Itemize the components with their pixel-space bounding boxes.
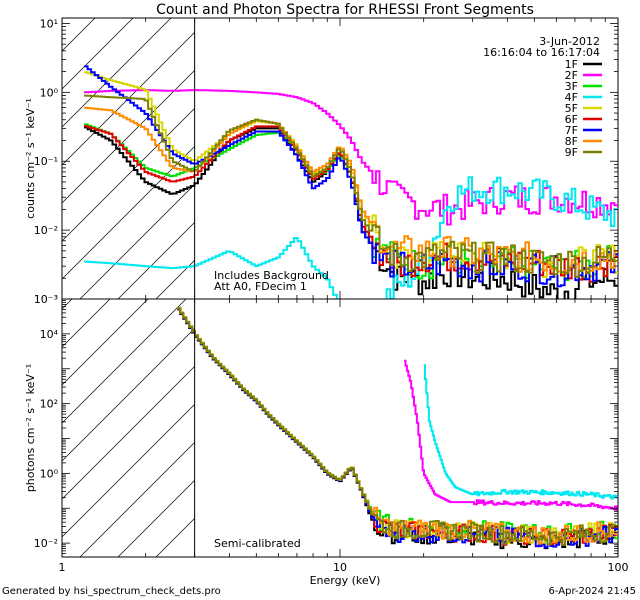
counts-y-tick-label: 10⁻³ [34, 293, 58, 306]
legend-label-7F: 7F [565, 124, 578, 137]
semi-calibrated-note: Semi-calibrated [214, 537, 301, 550]
counts-series-6F [84, 125, 618, 283]
counts-y-tick-label: 10¹ [40, 17, 58, 30]
counts-y-tick-label: 10⁻¹ [34, 155, 58, 168]
photons-y-tick-label: 10⁴ [40, 328, 59, 341]
chart-title: Count and Photon Spectra for RHESSI Fron… [156, 2, 534, 18]
counts-y-tick-label: 10⁻² [34, 224, 58, 237]
photons-series-9F [177, 307, 618, 546]
date-label: 3-Jun-2012 [539, 35, 600, 48]
counts-y-tick-label: 10⁰ [40, 86, 59, 99]
photons-x-tick-label: 1 [59, 561, 66, 574]
counts-series-8F [84, 106, 618, 273]
photons-y-tick-label: 10⁻² [34, 537, 58, 550]
counts-series-4F [84, 176, 618, 299]
photons-series-1F [177, 308, 618, 550]
photons-series-2F [404, 359, 618, 511]
photons-y-tick-label: 10⁰ [40, 467, 59, 480]
legend-label-6F: 6F [565, 113, 578, 126]
photons-y-tick-label: 10² [40, 398, 58, 411]
legend-label-2F: 2F [565, 69, 578, 82]
legend-label-5F: 5F [565, 102, 578, 115]
attenuator-note: Att A0, FDecim 1 [214, 280, 307, 293]
counts-series-9F [84, 94, 618, 278]
background-note: Includes Background [214, 269, 329, 282]
legend-label-9F: 9F [565, 146, 578, 159]
photons-plot-frame [61, 298, 619, 558]
time-range-label: 16:16:04 to 16:17:04 [483, 46, 600, 59]
legend-label-8F: 8F [565, 135, 578, 148]
legend-label-1F: 1F [565, 58, 578, 71]
footer-generated-by: Generated by hsi_spectrum_check_dets.pro [2, 586, 221, 597]
photons-hatched-region [62, 299, 195, 557]
legend-label-4F: 4F [565, 91, 578, 104]
x-axis-label: Energy (keV) [310, 574, 381, 587]
photons-series-7F [177, 308, 618, 549]
photons-y-axis-label: photons cm⁻² s⁻¹ keV⁻¹ [24, 364, 37, 492]
photons-series-8F [177, 307, 618, 545]
counts-series-2F [84, 89, 618, 226]
photons-x-tick-label: 10 [333, 561, 347, 574]
counts-series-3F [84, 123, 618, 281]
photons-x-tick-label: 100 [608, 561, 629, 574]
photons-series-5F [177, 307, 618, 546]
counts-series-1F [84, 126, 618, 299]
footer-timestamp: 6-Apr-2024 21:45 [549, 586, 636, 597]
counts-y-axis-label: counts cm⁻² s⁻¹ keV⁻¹ [24, 98, 37, 219]
legend-label-3F: 3F [565, 80, 578, 93]
photons-series-6F [177, 307, 618, 548]
photons-panel: 1 10 100 10⁻² 10⁰ 10² 10⁴ photons cm⁻² s⁻¹ keV⁻… [24, 298, 629, 574]
photons-series-3F [177, 306, 618, 543]
photons-series-4F [423, 364, 618, 500]
